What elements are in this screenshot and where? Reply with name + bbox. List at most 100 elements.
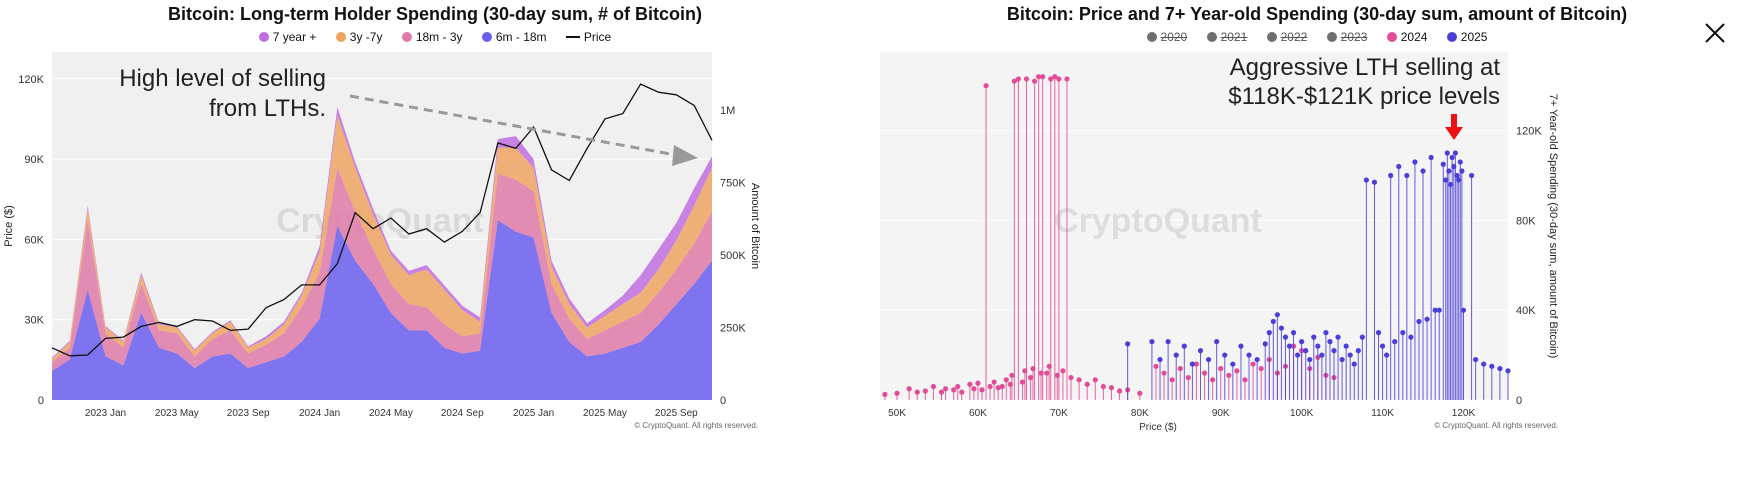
series-2024-point xyxy=(1064,76,1070,82)
annotation-arrow-shaft xyxy=(349,94,677,157)
legend-item-2023[interactable]: 2023 xyxy=(1326,30,1367,44)
series-2024-point xyxy=(1015,76,1022,82)
series-2024-point xyxy=(1031,78,1038,84)
series-2024-point xyxy=(1161,370,1167,376)
series-2024-point xyxy=(999,383,1005,390)
series-2025-point xyxy=(1396,163,1402,170)
series-2025-point xyxy=(1274,312,1280,318)
series-2024-point xyxy=(1023,76,1030,82)
series-2025-point xyxy=(1412,159,1418,165)
left-chart-panel: Bitcoin: Long-term Holder Spending (30-d… xyxy=(0,0,870,481)
series-2025-point xyxy=(1266,330,1272,336)
legend-item-2022[interactable]: 2022 xyxy=(1266,30,1308,44)
series-2024-point xyxy=(1137,390,1143,396)
series-2025-point xyxy=(1363,177,1369,183)
series-2025-point xyxy=(1384,352,1390,358)
annotation-line-1: Aggressive LTH selling at xyxy=(1230,54,1501,81)
series-2025-point xyxy=(1452,150,1458,156)
legend-item-18m-3y[interactable]: 18m - 3y xyxy=(401,30,463,44)
x-tick-label: 2025 May xyxy=(583,408,627,419)
series-2024-point xyxy=(1056,76,1062,82)
series-2025-point xyxy=(1205,356,1212,363)
legend-dot-6m-18m xyxy=(481,31,492,42)
y2-tick-label: 250K xyxy=(720,323,746,335)
series-2024-point xyxy=(959,389,965,395)
series-2025-point xyxy=(1331,348,1337,354)
close-button[interactable] xyxy=(1700,18,1732,50)
legend-item-3y-7y[interactable]: 3y -7y xyxy=(335,30,383,44)
series-2024-point xyxy=(955,383,961,390)
series-2025-point xyxy=(1351,361,1357,367)
legend-dot-2023 xyxy=(1326,31,1337,42)
x-tick-label: 2024 May xyxy=(369,408,413,419)
series-2024-point xyxy=(1003,377,1009,383)
x-tick-label: 60K xyxy=(969,408,987,419)
series-2024-point xyxy=(1052,74,1058,80)
series-2024-point xyxy=(1068,374,1074,381)
series-2025-point xyxy=(1454,172,1460,179)
annotation-line-2: $118K-$121K price levels xyxy=(1228,83,1500,110)
legend-item-2025[interactable]: 2025 xyxy=(1446,30,1488,44)
series-2024-point xyxy=(1022,368,1028,374)
area-3y-7y xyxy=(52,115,712,363)
legend-item-price[interactable]: Price xyxy=(565,30,612,44)
series-2025-point xyxy=(1444,150,1450,156)
series-2025-point xyxy=(1459,168,1465,174)
legend-label-2024: 2024 xyxy=(1400,30,1428,44)
series-2024-point xyxy=(914,389,920,395)
legend-item-2020[interactable]: 2020 xyxy=(1146,30,1188,44)
legend-dot-3y-7y xyxy=(335,31,346,42)
series-2025-point xyxy=(1440,161,1446,167)
right-chart-panel: Bitcoin: Price and 7+ Year-old Spending … xyxy=(880,0,1754,481)
legend-label-2020: 2020 xyxy=(1160,30,1188,44)
legend-label-6m-18m: 6m - 18m xyxy=(495,30,547,44)
series-2025-point xyxy=(1262,341,1268,347)
series-2024-point xyxy=(1076,377,1082,383)
series-2025-point xyxy=(1165,339,1171,345)
legend-label-2025: 2025 xyxy=(1460,30,1488,44)
series-2025-point xyxy=(1457,159,1463,165)
series-2024-point xyxy=(1177,365,1183,372)
legend-label-price: Price xyxy=(583,30,612,44)
series-2024-point xyxy=(1019,379,1026,385)
x-axis-label: Price ($) xyxy=(1139,422,1177,433)
series-2025-point xyxy=(1416,318,1422,325)
series-2025-point xyxy=(1246,352,1252,358)
series-2025-point xyxy=(1323,330,1329,336)
x-tick-label: 50K xyxy=(888,408,906,419)
series-2024-point xyxy=(979,387,985,393)
legend-label-3y-7y: 3y -7y xyxy=(349,30,383,44)
series-2025-point xyxy=(1408,334,1414,340)
series-2024-point xyxy=(1030,365,1036,372)
series-2024-point xyxy=(1193,361,1200,367)
x-tick-label: 120K xyxy=(1452,408,1476,419)
series-2025-point xyxy=(1222,352,1228,358)
series-2025-point xyxy=(1359,334,1365,340)
series-2025-point xyxy=(1270,318,1276,325)
series-2024-point xyxy=(971,386,977,392)
y-tick-label: 0 xyxy=(1516,395,1522,407)
series-2025-point xyxy=(1282,334,1289,340)
legend-label-2022: 2022 xyxy=(1280,30,1308,44)
series-2024-point xyxy=(930,383,937,390)
x-tick-label: 2023 Jan xyxy=(85,408,126,419)
legend-item-7y[interactable]: 7 year + xyxy=(258,30,316,44)
watermark: CryptoQuant xyxy=(1054,202,1262,240)
series-2024-point xyxy=(1054,372,1060,378)
series-2024-point xyxy=(1242,377,1248,383)
legend-item-2021[interactable]: 2021 xyxy=(1206,30,1247,44)
y-tick-label: 60K xyxy=(24,234,44,246)
legend-item-2024[interactable]: 2024 xyxy=(1386,30,1428,44)
series-2024-point xyxy=(1036,74,1042,80)
x-tick-label: 100K xyxy=(1290,408,1314,419)
y-axis-label: 7+ Year-old Spending (30-day sum, amount… xyxy=(1547,94,1559,358)
series-2025-point xyxy=(1290,330,1297,336)
legend-item-6m-18m[interactable]: 6m - 18m xyxy=(481,30,547,44)
x-tick-label: 90K xyxy=(1212,408,1230,419)
series-2024-point xyxy=(1108,385,1115,391)
series-2024-point xyxy=(991,379,997,385)
y-tick-label: 80K xyxy=(1516,215,1536,227)
legend-dot-2020 xyxy=(1146,31,1157,42)
series-2025-point xyxy=(1254,356,1260,363)
x-tick-label: 80K xyxy=(1131,408,1149,419)
